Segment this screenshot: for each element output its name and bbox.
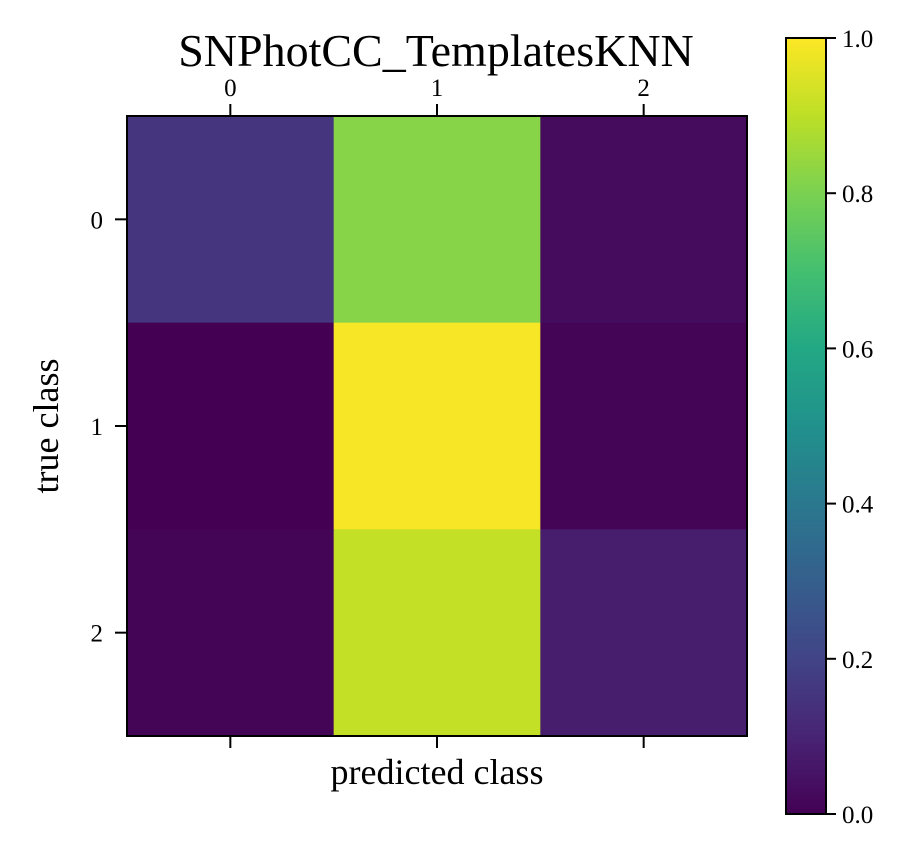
- heatmap-cell: [333, 322, 541, 530]
- colorbar-tick-label: 0.6: [842, 336, 873, 363]
- x-axis-label: predicted class: [331, 752, 544, 792]
- heatmap-cell: [540, 529, 748, 737]
- heatmap-cell: [333, 116, 541, 324]
- colorbar-tick-label: 1.0: [842, 26, 873, 53]
- y-axis-label: true class: [26, 359, 66, 494]
- colorbar-tick-label: 0.8: [842, 181, 873, 208]
- colorbar-ticks: 0.0 0.2 0.4 0.6 0.8 1.0: [826, 26, 874, 829]
- colorbar-tick-label: 0.4: [842, 492, 874, 519]
- x-tick-label: 0: [224, 75, 237, 102]
- heatmap-cell: [540, 322, 748, 530]
- y-tick-label: 1: [91, 414, 104, 441]
- heatmap-cells: [127, 116, 748, 737]
- heatmap-cell: [127, 529, 335, 737]
- y-tick-label: 2: [91, 621, 104, 648]
- colorbar-tick-label: 0.2: [842, 647, 873, 674]
- heatmap-cell: [127, 322, 335, 530]
- chart-title: SNPhotCC_TemplatesKNN: [178, 25, 694, 76]
- y-tick-label: 0: [91, 207, 104, 234]
- colorbar: [785, 37, 827, 815]
- heatmap-cell: [333, 529, 541, 737]
- heatmap-cell: [540, 116, 748, 324]
- colorbar-tick-label: 0.0: [842, 802, 873, 829]
- x-tick-label: 2: [637, 75, 650, 102]
- y-axis-ticks: 0 1 2: [91, 207, 127, 648]
- heatmap-cell: [127, 116, 335, 324]
- x-axis-ticks: 0 1 2: [224, 75, 650, 748]
- x-tick-label: 1: [431, 75, 444, 102]
